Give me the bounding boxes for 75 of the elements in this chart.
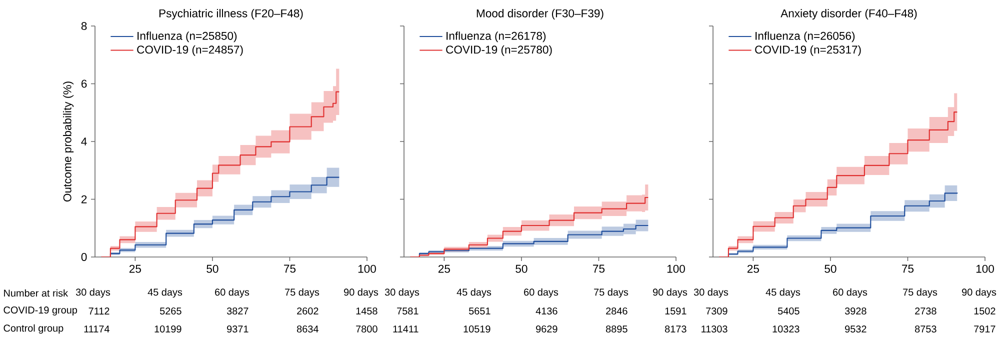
- x-tick-label: 50: [824, 264, 836, 273]
- text: 75 days: [903, 288, 938, 298]
- text: 60 days: [833, 288, 868, 298]
- text: 5651: [468, 307, 490, 315]
- text: 7309: [706, 307, 728, 315]
- y-tick-label: 2: [81, 195, 87, 204]
- legend-label: COVID-19 (n=25780): [446, 45, 552, 56]
- chart-title: Mood disorder (F30–F39): [476, 9, 604, 20]
- text: 2602: [297, 307, 318, 315]
- x-tick-label: 100: [358, 264, 376, 273]
- text: 30 days: [694, 288, 728, 298]
- chart-title: Anxiety disorder (F40–F48): [780, 9, 917, 20]
- legend-label: COVID-19 (n=24857): [137, 45, 243, 56]
- x-tick-label: 75: [902, 264, 914, 273]
- y-tick-label: 4: [81, 138, 87, 146]
- text: 60 days: [215, 288, 250, 298]
- legend-label: Influenza (n=26056): [756, 32, 855, 42]
- text: 75 days: [285, 288, 320, 298]
- text: 1458: [356, 307, 378, 315]
- x-tick-label: 25: [129, 264, 141, 273]
- text: 90 days: [344, 288, 378, 298]
- text: 8753: [915, 325, 936, 333]
- text: 5405: [778, 307, 800, 315]
- text: 90 days: [653, 288, 688, 298]
- text: COVID-19 group: [4, 306, 78, 316]
- text: Number at risk: [4, 289, 68, 297]
- x-tick-label: 100: [667, 264, 685, 273]
- text: 11411: [393, 326, 418, 332]
- text: 45 days: [766, 288, 800, 298]
- legend-label: COVID-19 (n=25317): [755, 45, 861, 56]
- legend-label: Influenza (n=26178): [446, 32, 546, 42]
- text: Control group: [4, 324, 64, 334]
- text: 30 days: [76, 288, 110, 298]
- y-tick-label: 0: [81, 253, 87, 261]
- x-tick-label: 50: [516, 264, 528, 273]
- text: 3928: [844, 307, 866, 315]
- text: 2738: [915, 307, 936, 315]
- x-tick-label: 25: [747, 264, 759, 273]
- x-tick-label: 25: [438, 264, 450, 273]
- text: 45 days: [456, 288, 492, 298]
- chart-title: Psychiatric illness (F20–F48): [159, 9, 303, 20]
- text: 7581: [397, 307, 418, 315]
- x-tick-label: 75: [284, 264, 296, 273]
- text: 2846: [606, 307, 628, 315]
- x-tick-label: 50: [206, 264, 218, 273]
- y-axis-title: Outcome probability (%): [63, 82, 74, 202]
- text: 8173: [665, 325, 686, 333]
- text: 10323: [772, 325, 800, 333]
- x-tick-label: 100: [976, 264, 994, 273]
- text: 9629: [536, 325, 558, 333]
- text: 3827: [226, 307, 248, 315]
- text: 8634: [297, 325, 318, 333]
- text: 11174: [84, 326, 110, 332]
- text: 7112: [88, 308, 110, 314]
- text: 8895: [606, 325, 628, 333]
- text: 1591: [665, 307, 686, 315]
- text: 30 days: [384, 288, 420, 298]
- legend-label: Influenza (n=25850): [138, 32, 237, 42]
- text: 90 days: [962, 288, 996, 298]
- text: 10519: [464, 325, 490, 333]
- text: 11303: [702, 325, 728, 333]
- y-tick-label: 8: [81, 22, 87, 30]
- text: 7800: [356, 325, 378, 333]
- text: 9371: [227, 325, 248, 333]
- text: 9532: [845, 325, 866, 333]
- text: 75 days: [594, 288, 628, 298]
- text: 5265: [160, 307, 182, 315]
- text: 10199: [154, 325, 182, 333]
- text: 60 days: [524, 288, 558, 298]
- text: 7917: [974, 325, 996, 333]
- y-tick-label: 6: [81, 80, 87, 88]
- text: 1502: [974, 307, 996, 315]
- text: 45 days: [148, 288, 182, 298]
- text: 4136: [536, 307, 558, 315]
- x-tick-label: 75: [593, 264, 605, 273]
